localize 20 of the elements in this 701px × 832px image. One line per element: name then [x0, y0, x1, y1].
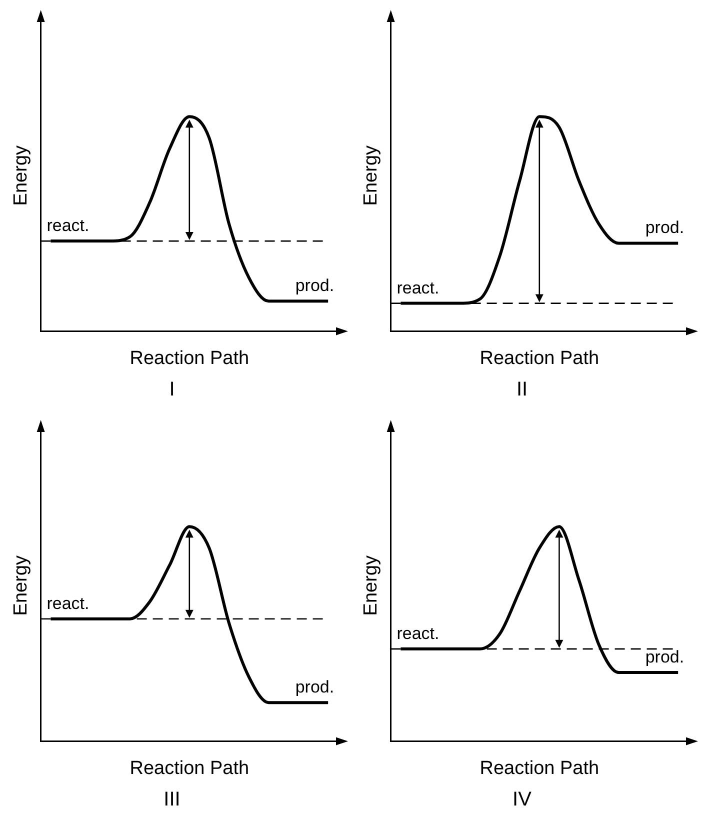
- annotation: react.: [46, 594, 90, 613]
- x-axis-title: Reaction Path: [480, 758, 600, 779]
- y-axis-title: Energy: [360, 555, 382, 616]
- annotation: prod.: [295, 678, 334, 697]
- y-axis-title: Energy: [10, 145, 32, 206]
- text: II: [516, 378, 528, 401]
- text: I: [169, 378, 175, 401]
- annotation: react.: [46, 216, 90, 236]
- annotation: prod.: [645, 648, 684, 667]
- annotation: prod.: [295, 276, 334, 296]
- text: IV: [512, 788, 532, 811]
- x-axis-title: Reaction Path: [480, 348, 600, 369]
- x-axis-title: Reaction Path: [130, 348, 250, 369]
- text: III: [164, 788, 180, 811]
- x-axis-title: Reaction Path: [130, 758, 250, 779]
- annotation: react.: [396, 278, 440, 298]
- annotation: react.: [396, 624, 440, 643]
- annotation: prod.: [645, 218, 684, 238]
- y-axis-title: Energy: [360, 145, 382, 206]
- y-axis-title: Energy: [10, 555, 32, 616]
